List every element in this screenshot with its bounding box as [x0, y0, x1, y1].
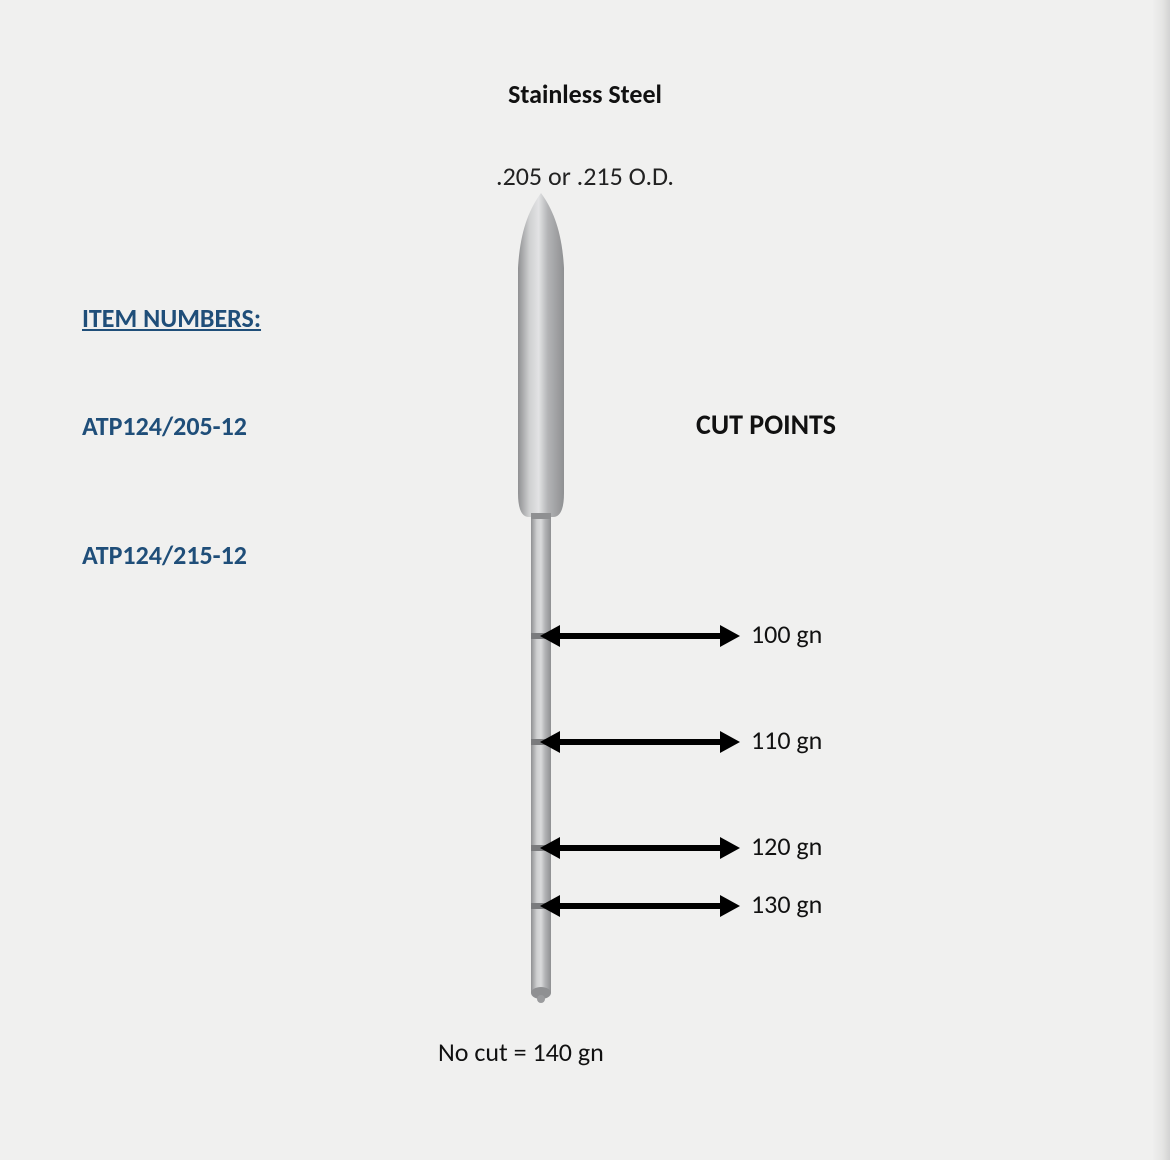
arrow-step	[531, 513, 551, 519]
item-numbers-heading: ITEM NUMBERS:	[82, 302, 261, 334]
label-120gn: 120 gn	[751, 830, 822, 862]
diagram-page: Stainless Steel .205 or .215 O.D. ITEM N…	[0, 0, 1170, 1160]
item-number-1: ATP124/205-12	[82, 410, 247, 442]
od-label: .205 or .215 O.D.	[0, 160, 1170, 192]
arrow-nub	[537, 995, 545, 1003]
indicator-arrow-130gn	[554, 903, 726, 909]
label-130gn: 130 gn	[751, 888, 822, 920]
arrow-point-icon	[504, 193, 578, 1005]
indicator-arrow-110gn	[554, 739, 726, 745]
material-title: Stainless Steel	[0, 78, 1170, 110]
cut-points-heading: CUT POINTS	[696, 407, 836, 442]
arrow-head	[518, 193, 564, 517]
indicator-arrow-120gn	[554, 845, 726, 851]
item-number-2: ATP124/215-12	[82, 539, 247, 571]
arrow-shaft	[531, 519, 551, 993]
no-cut-label: No cut = 140 gn	[438, 1036, 604, 1068]
label-110gn: 110 gn	[751, 724, 822, 756]
indicator-arrow-100gn	[554, 633, 726, 639]
label-100gn: 100 gn	[751, 618, 822, 650]
